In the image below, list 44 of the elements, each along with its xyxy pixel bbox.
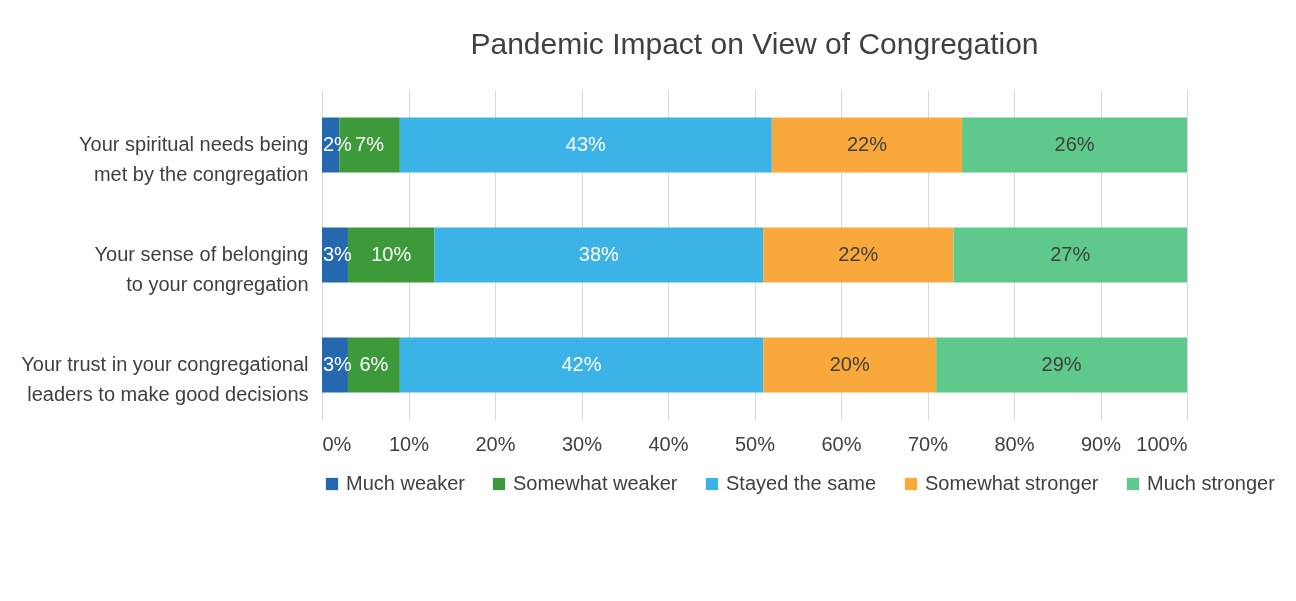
legend-label: Much weaker [346, 472, 466, 494]
x-tick-label: 70% [907, 432, 949, 455]
x-tick-label: 10% [388, 432, 430, 455]
text: 3% [323, 353, 352, 375]
y-tick-label: Your trust in your congregational leaders to make good decisions [21, 353, 309, 405]
chart-title: Pandemic Impact on View of Congregation [470, 27, 1039, 60]
text: 27% [1050, 243, 1091, 265]
text: 6% [359, 353, 389, 375]
bar [962, 117, 1187, 173]
x-tick-label: 60% [821, 432, 862, 455]
x-tick-label: 20% [475, 432, 516, 455]
text: 38% [578, 243, 619, 265]
bar [399, 337, 764, 393]
text: 29% [1041, 353, 1082, 375]
y-tick-label: Your sense of belonging to your congregation [94, 243, 309, 295]
y-tick-label: Your spiritual needs being met by the congregation [79, 133, 309, 185]
x-tick-label: 100% [1136, 432, 1188, 455]
bar [936, 337, 1187, 393]
text: 26% [1054, 133, 1095, 155]
text: 7% [355, 133, 385, 155]
bar [953, 227, 1187, 283]
x-tick-label: 0% [322, 432, 352, 455]
legend-label: Much stronger [1147, 472, 1276, 494]
text: 20% [829, 353, 870, 375]
text: 22% [838, 243, 879, 265]
legend-label: Stayed the same [726, 472, 877, 494]
legend-label: Somewhat weaker [513, 472, 678, 494]
x-tick-label: 80% [994, 432, 1035, 455]
x-tick-label: 50% [734, 432, 776, 455]
bar [434, 227, 764, 283]
legend-label: Somewhat stronger [925, 472, 1099, 494]
bar [763, 227, 954, 283]
x-tick-label: 30% [561, 432, 603, 455]
text: 22% [846, 133, 887, 155]
bar [399, 117, 772, 173]
bar [771, 117, 963, 173]
x-tick-label: 90% [1080, 432, 1122, 455]
text: 2% [323, 133, 352, 155]
bar [763, 337, 937, 393]
text: 42% [561, 353, 602, 375]
text: 3% [323, 243, 352, 265]
text: 10% [371, 243, 412, 265]
x-tick-label: 40% [648, 432, 689, 455]
text: 43% [565, 133, 606, 155]
